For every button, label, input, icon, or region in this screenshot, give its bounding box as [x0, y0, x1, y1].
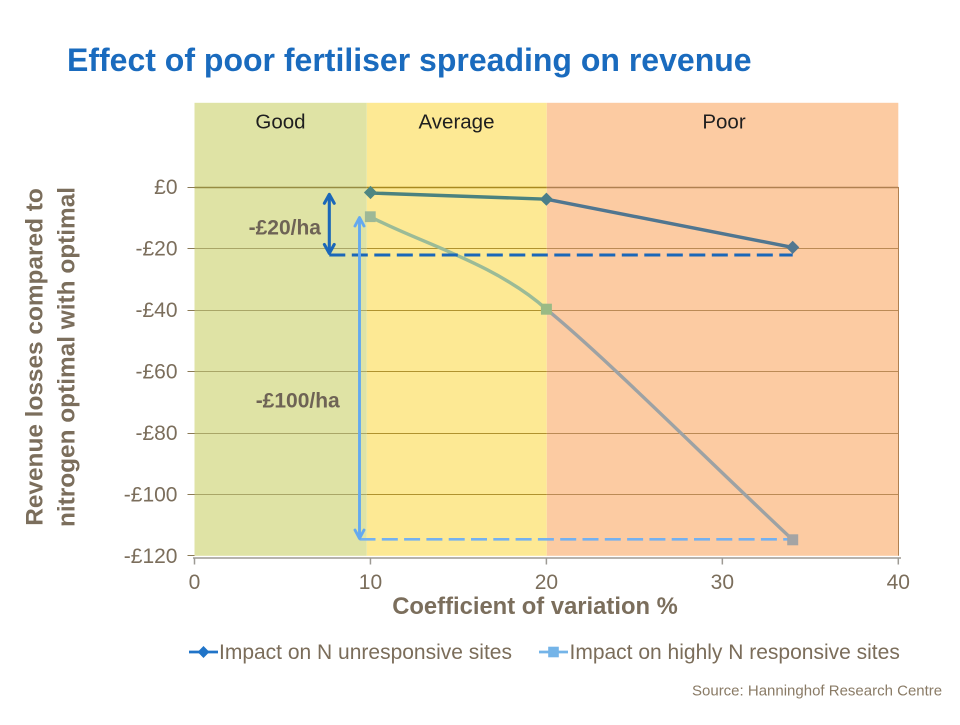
svg-text:-£100: -£100: [124, 484, 178, 507]
svg-text:Good: Good: [255, 111, 305, 134]
svg-text:Source: Hanninghof Research C: Source: Hanninghof Research Centre: [692, 683, 942, 700]
svg-text:-£120: -£120: [124, 545, 178, 568]
svg-text:Effect of poor fertiliser spre: Effect of poor fertiliser spreading on r…: [67, 42, 752, 78]
svg-text:Coefficient of variation %: Coefficient of variation %: [392, 593, 678, 620]
svg-text:Poor: Poor: [702, 111, 745, 134]
svg-text:£0: £0: [154, 176, 177, 199]
svg-text:-£40: -£40: [135, 299, 177, 322]
svg-text:nitrogen optimal with optimal: nitrogen optimal with optimal: [54, 187, 81, 527]
svg-text:-£100/ha: -£100/ha: [256, 390, 340, 413]
svg-text:20: 20: [535, 571, 558, 594]
svg-text:30: 30: [711, 571, 734, 594]
svg-text:-£80: -£80: [135, 422, 177, 445]
svg-text:-£60: -£60: [135, 361, 177, 384]
svg-text:-£20/ha: -£20/ha: [249, 217, 322, 240]
svg-text:Impact on highly N responsive: Impact on highly N responsive sites: [570, 641, 900, 664]
svg-text:10: 10: [359, 571, 382, 594]
svg-text:40: 40: [887, 571, 910, 594]
svg-text:-£20: -£20: [135, 238, 177, 261]
svg-text:Revenue losses compared to: Revenue losses compared to: [22, 188, 49, 526]
svg-text:0: 0: [189, 571, 201, 594]
svg-text:Impact on N unresponsive sites: Impact on N unresponsive sites: [219, 641, 512, 664]
svg-text:Average: Average: [419, 111, 495, 134]
